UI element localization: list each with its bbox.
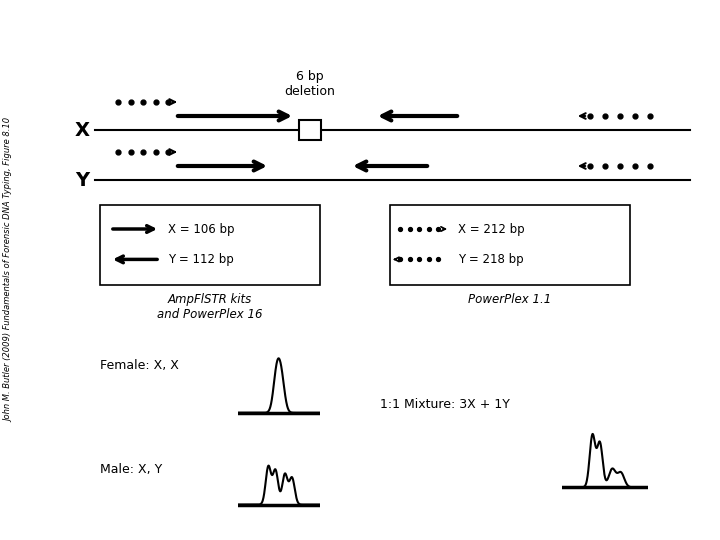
Bar (390, 205, 630, 285)
Text: AmpFlSTR kits
and PowerPlex 16: AmpFlSTR kits and PowerPlex 16 (157, 293, 263, 321)
Text: Y: Y (75, 171, 89, 190)
Text: Y = 112 bp: Y = 112 bp (168, 253, 234, 266)
Text: Male: X, Y: Male: X, Y (100, 463, 162, 476)
Text: Y = 218 bp: Y = 218 bp (458, 253, 523, 266)
Text: 1:1 Mixture: 3X + 1Y: 1:1 Mixture: 3X + 1Y (380, 399, 510, 411)
Text: X: X (74, 120, 89, 139)
Text: X = 212 bp: X = 212 bp (458, 222, 525, 235)
Text: Female: X, X: Female: X, X (100, 359, 179, 372)
Text: PowerPlex 1.1: PowerPlex 1.1 (469, 293, 552, 306)
Bar (100, 205, 320, 285)
Text: John M. Butler (2009) Fundamentals of Forensic DNA Typing, Figure 8.10: John M. Butler (2009) Fundamentals of Fo… (5, 118, 14, 422)
Bar (299, 120, 321, 140)
Text: 6 bp
deletion: 6 bp deletion (284, 70, 336, 98)
Text: X = 106 bp: X = 106 bp (168, 222, 235, 235)
